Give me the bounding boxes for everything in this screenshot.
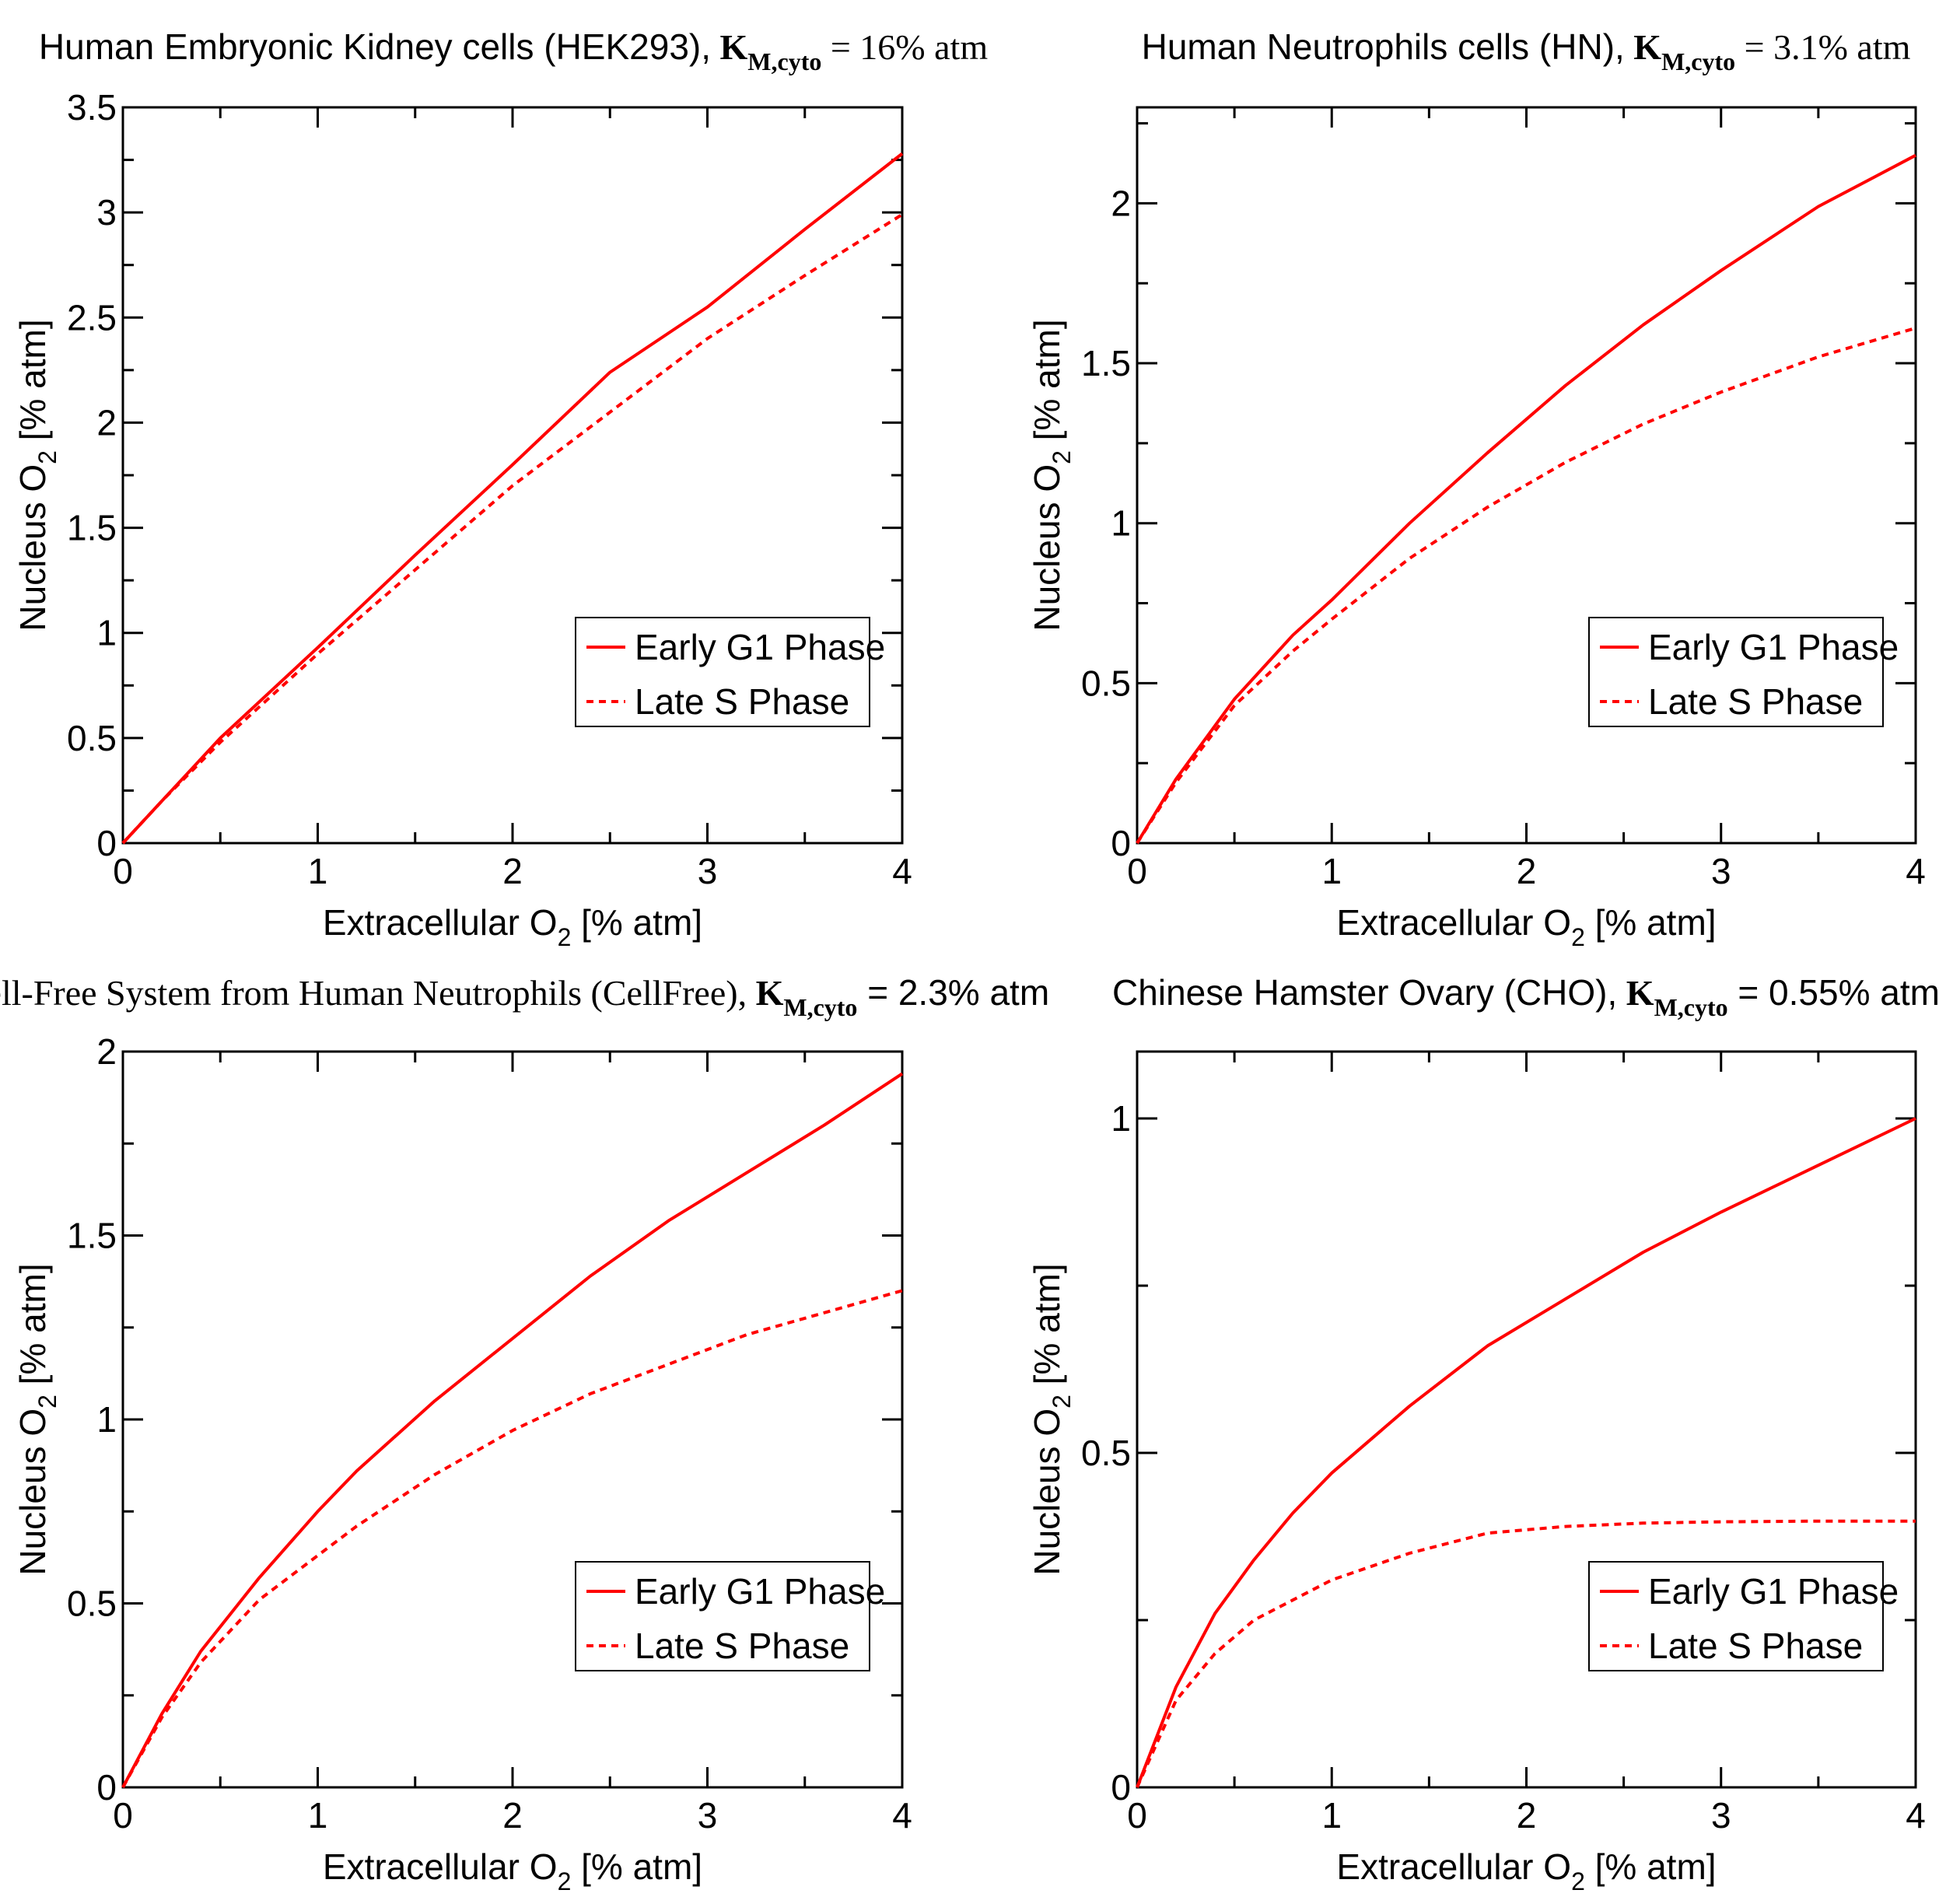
x-tick-label: 1 [308,1795,328,1836]
chart-panel-4: 0 1 2 3 4 0 0.5 1 Extracellular O2 [% atm] Nucleu… [1027,972,1939,1895]
y-tick-label: 1.5 [1081,343,1131,383]
legend-label: Late S Phase [1648,1626,1863,1666]
series-line-late-s [121,213,904,845]
y-tick-label: 0 [1111,823,1131,863]
y-axis-label: Nucleus O2 [% atm] [12,1263,61,1575]
chart-title: Human Neutrophils cells (HN), KM,cyto = … [1142,26,1911,75]
y-tick-label: 0 [96,823,117,863]
x-axis-label: Extracellular O2 [% atm] [323,902,702,951]
legend-label: Early G1 Phase [635,627,885,667]
x-tick-label: 2 [1517,1795,1537,1836]
series-line-late-s [121,1289,903,1788]
x-tick-label: 3 [698,1795,718,1836]
x-tick-label: 1 [1321,851,1342,891]
y-tick-label: 0 [1111,1767,1131,1808]
legend-box [575,617,870,727]
x-axis-label: Extracellular O2 [% atm] [1336,902,1716,951]
legend-label: Late S Phase [635,1626,849,1666]
x-tick-label: 0 [113,1795,133,1836]
y-tick-label: 1.5 [67,1216,117,1256]
series-line-late-s [1136,1519,1916,1788]
plot-frame [1136,1050,1917,1789]
y-tick-label: 0.5 [67,1584,117,1624]
plot-frame [121,1050,904,1789]
legend-label: Late S Phase [1648,681,1863,722]
x-tick-label: 3 [1711,851,1731,891]
y-tick-label: 2.5 [67,297,117,338]
x-tick-label: 1 [1321,1795,1342,1836]
chart-panel-2: 0 1 2 3 4 0 0.5 1 1.5 2 Extracellular O2 [% atm] Nu… [1027,26,1926,951]
chart-panel-3: 0 1 2 3 4 0 0.5 1 1.5 2 Extracellular O2 [% atm] Nu… [0,972,1049,1895]
series-line-early-g1 [1136,1117,1916,1788]
y-tick-label: 1 [1111,503,1131,544]
plot-frame [121,106,904,845]
legend-label: Early G1 Phase [1648,1571,1899,1612]
legend: Early G1 Phase Late S Phase [575,1561,885,1671]
y-tick-label: 0 [96,1767,117,1808]
y-tick-label: 1 [1111,1098,1131,1139]
legend: Early G1 Phase Late S Phase [1588,617,1899,727]
y-axis-label: Nucleus O2 [% atm] [1027,1263,1076,1575]
y-tick-label: 1 [96,613,117,653]
x-tick-label: 4 [892,851,912,891]
chart-panel-1: 0 1 2 3 4 0 0.5 1 1.5 2 2.5 3 3.5 Extracellular O2 [%… [12,26,988,951]
legend-box [1588,1561,1884,1671]
chart-title: Human Embryonic Kidney cells (HEK293), K… [39,26,988,75]
x-tick-label: 4 [1906,1795,1926,1836]
x-tick-label: 3 [698,851,718,891]
legend-box [575,1561,870,1671]
y-tick-label: 0.5 [67,718,117,758]
x-tick-label: 4 [1906,851,1926,891]
series-line-early-g1 [1136,153,1916,845]
legend: Early G1 Phase Late S Phase [575,617,885,727]
x-tick-label: 0 [1127,851,1147,891]
legend-box [1588,617,1884,727]
y-tick-label: 0.5 [1081,1433,1131,1473]
y-tick-label: 3 [96,192,117,233]
y-axis-label: Nucleus O2 [% atm] [1027,319,1076,631]
y-tick-label: 2 [96,402,117,443]
legend-label: Early G1 Phase [635,1571,885,1612]
y-tick-label: 0.5 [1081,663,1131,703]
y-tick-label: 1 [96,1399,117,1440]
chart-title: Cell-Free System from Human Neutrophils … [0,972,1049,1021]
y-tick-label: 2 [1111,183,1131,223]
x-tick-label: 3 [1711,1795,1731,1836]
x-tick-label: 2 [502,851,523,891]
chart-title: Chinese Hamster Ovary (CHO), KM,cyto = 0… [1112,972,1939,1021]
x-tick-label: 2 [1517,851,1537,891]
legend-label: Late S Phase [635,681,849,722]
x-tick-label: 2 [502,1795,523,1836]
x-tick-label: 4 [892,1795,912,1836]
x-tick-label: 0 [1127,1795,1147,1836]
x-axis-label: Extracellular O2 [% atm] [323,1846,702,1895]
x-axis-label: Extracellular O2 [% atm] [1336,1846,1716,1895]
legend-label: Early G1 Phase [1648,627,1899,667]
series-line-early-g1 [121,152,904,845]
y-tick-label: 3.5 [67,87,117,128]
legend: Early G1 Phase Late S Phase [1588,1561,1899,1671]
y-axis-label: Nucleus O2 [% atm] [12,319,61,631]
series-line-late-s [1136,326,1916,845]
y-tick-label: 2 [96,1031,117,1072]
x-tick-label: 1 [308,851,328,891]
y-tick-label: 1.5 [67,508,117,548]
series-line-early-g1 [121,1072,904,1788]
x-tick-label: 0 [113,851,133,891]
